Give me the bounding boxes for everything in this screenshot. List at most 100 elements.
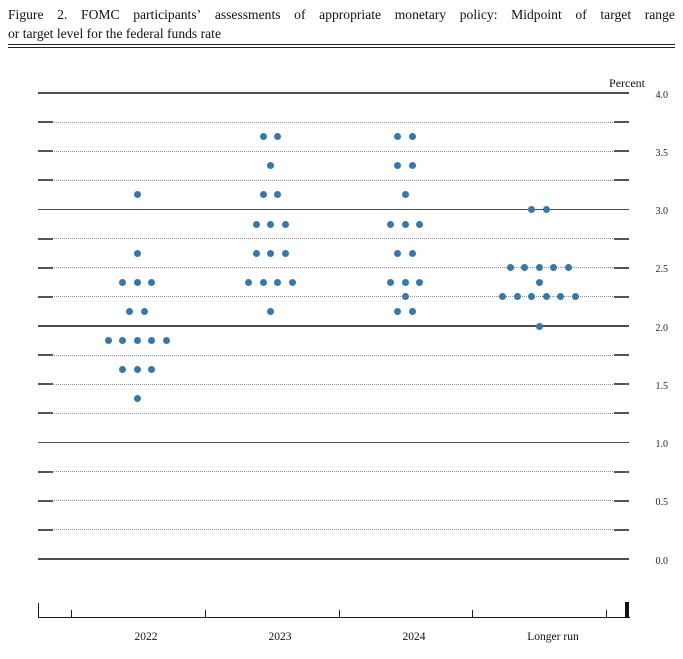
x-axis-tick-4 — [606, 609, 608, 618]
dot-2024-3.375 — [394, 162, 402, 170]
dot-2022-1.875 — [162, 337, 170, 345]
dot-longer-run-2.5 — [550, 264, 557, 272]
figure-title: Figure 2. FOMC participants’ assessments of ap… — [8, 5, 675, 43]
gridline-cap-right-3.25 — [614, 179, 629, 182]
gridline-solid-1.00 — [38, 441, 629, 444]
gridline-dotted-1.50 — [54, 383, 613, 385]
dot-longer-run-2.25 — [528, 293, 536, 301]
gridline-dotted-2.50 — [54, 267, 613, 269]
gridline-cap-right-3.50 — [614, 150, 629, 153]
title-word: assessments — [214, 7, 281, 22]
y-tick-label-0.5: 0.5 — [655, 497, 669, 509]
dot-2022-2.375 — [119, 278, 126, 286]
dot-longer-run-2.25 — [571, 293, 579, 301]
dot-2024-2.625 — [408, 249, 416, 257]
y-tick-label-1.0: 1.0 — [655, 439, 669, 450]
title-word: monetary — [394, 7, 447, 22]
x-axis-tick-3 — [472, 609, 474, 618]
x-axis-tick-2 — [338, 609, 340, 618]
title-word: 2. — [57, 7, 68, 22]
dot-2023-2.625 — [267, 249, 274, 257]
dot-2022-1.625 — [148, 366, 155, 374]
title-word: policy: — [459, 7, 498, 22]
dot-2022-1.375 — [133, 395, 141, 403]
y-tick-label-3.5: 3.5 — [655, 147, 669, 159]
gridline-cap-right-1.25 — [614, 412, 629, 415]
title-word: of — [575, 7, 587, 22]
dot-2024-2.875 — [387, 220, 394, 228]
dot-2024-3.625 — [408, 133, 416, 141]
gridline-dotted-3.50 — [54, 150, 613, 152]
gridline-cap-left-3.25 — [38, 179, 53, 182]
dot-2024-3.625 — [394, 133, 402, 141]
title-word: FOMC — [81, 7, 120, 22]
gridline-cap-right-2.75 — [614, 237, 629, 240]
gridline-cap-left-0.75 — [38, 470, 53, 473]
y-tick-label-3.0: 3.0 — [655, 206, 669, 217]
gridline-cap-left-3.75 — [38, 121, 53, 124]
gridline-solid-2.00 — [38, 325, 629, 327]
dot-2024-2.375 — [401, 278, 409, 286]
dot-2023-2.125 — [267, 307, 274, 315]
dot-2022-2.625 — [133, 249, 141, 257]
dot-longer-run-2.5 — [564, 264, 572, 272]
dot-2024-2.25 — [401, 293, 409, 301]
dot-longer-run-2 — [535, 322, 543, 330]
title-rule — [8, 44, 675, 49]
y-tick-label-1.5: 1.5 — [655, 380, 669, 392]
title-word: participants’ — [133, 7, 202, 22]
dot-2023-2.375 — [245, 278, 253, 286]
dot-2023-3.125 — [274, 191, 282, 199]
gridline-dotted-0.25 — [54, 529, 613, 531]
y-axis-unit-label: Percent — [609, 76, 645, 90]
gridline-cap-right-2.50 — [614, 266, 629, 269]
y-tick-label-4.0: 4.0 — [655, 89, 669, 101]
dot-longer-run-3 — [528, 206, 536, 213]
dot-longer-run-2.25 — [542, 293, 550, 301]
gridline-cap-left-2.25 — [38, 295, 53, 298]
gridline-cap-right-0.75 — [614, 470, 629, 473]
dot-longer-run-2.25 — [499, 293, 507, 301]
dot-2022-1.625 — [119, 366, 126, 374]
dot-longer-run-2.375 — [535, 278, 543, 286]
dot-2022-1.875 — [133, 337, 141, 345]
title-word: appropriate — [319, 7, 382, 22]
gridline-cap-right-2.25 — [614, 295, 629, 298]
dot-2023-2.875 — [267, 220, 274, 228]
dot-2022-3.125 — [133, 191, 141, 199]
y-tick-label-2.0: 2.0 — [655, 322, 669, 334]
dot-2022-2.125 — [140, 307, 148, 315]
dot-2022-2.125 — [126, 307, 134, 315]
gridline-cap-left-0.50 — [38, 499, 53, 502]
dot-2023-2.375 — [259, 278, 267, 286]
title-word: range — [644, 7, 675, 22]
gridline-cap-left-1.25 — [38, 412, 53, 415]
title-word: target — [600, 7, 632, 22]
dot-2023-3.625 — [274, 133, 282, 141]
x-axis-right-end-tick — [625, 601, 629, 618]
dot-2023-2.375 — [288, 278, 296, 286]
gridline-dotted-1.75 — [54, 354, 613, 356]
dot-longer-run-2.5 — [506, 264, 514, 272]
dot-2023-3.375 — [267, 162, 274, 170]
x-axis-line — [38, 617, 630, 619]
dot-2023-2.875 — [281, 220, 289, 228]
figure-title-line2: or target level for the federal funds ra… — [8, 26, 221, 41]
y-tick-label-2.5: 2.5 — [655, 264, 669, 276]
x-category-label-2022: 2022 — [134, 631, 158, 643]
gridline-dotted-3.75 — [54, 121, 613, 123]
gridline-dotted-1.25 — [54, 412, 613, 414]
x-category-label-2023: 2023 — [268, 631, 292, 643]
gridline-cap-left-1.75 — [38, 354, 53, 357]
dot-2023-3.625 — [259, 133, 267, 141]
dot-longer-run-2.5 — [521, 264, 528, 272]
dot-2024-2.875 — [416, 220, 423, 228]
dot-2024-2.375 — [387, 278, 394, 286]
gridline-dotted-0.50 — [54, 500, 613, 502]
gridline-cap-right-1.75 — [614, 354, 629, 357]
gridline-cap-left-2.50 — [38, 266, 53, 269]
gridline-cap-right-3.75 — [614, 121, 629, 124]
dot-2023-2.875 — [252, 220, 260, 228]
